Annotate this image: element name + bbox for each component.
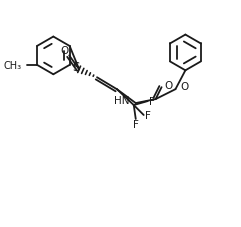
Text: F: F [149, 97, 154, 107]
Text: CH₃: CH₃ [4, 61, 22, 71]
Text: S: S [73, 61, 80, 74]
Text: O: O [181, 82, 189, 92]
Text: O: O [60, 46, 68, 56]
Text: O: O [165, 81, 173, 91]
Text: F: F [133, 119, 139, 129]
Text: F: F [145, 111, 151, 121]
Text: HN: HN [114, 96, 130, 106]
